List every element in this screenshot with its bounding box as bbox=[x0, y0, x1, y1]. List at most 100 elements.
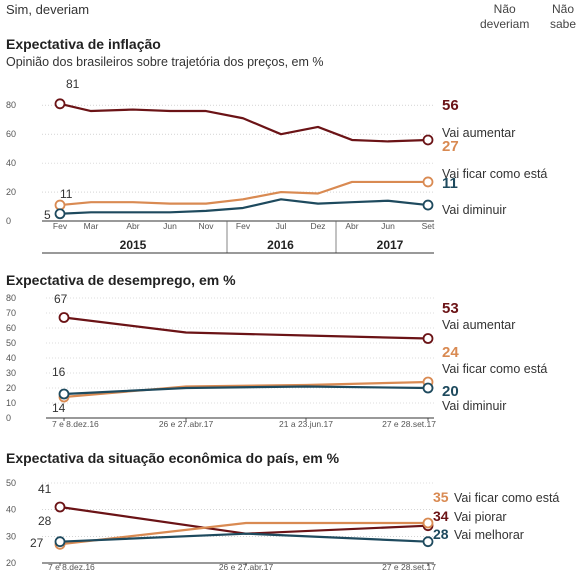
y-tick-label: 0 bbox=[6, 413, 11, 423]
series-line-diminuir bbox=[59, 532, 429, 543]
end-marker-diminuir bbox=[422, 536, 434, 548]
y-tick-label: 60 bbox=[6, 323, 16, 333]
series-line-ficar bbox=[59, 521, 428, 546]
x-tick-label: 21 a 23.jun.17 bbox=[279, 419, 333, 429]
x-tick-label: Nov bbox=[198, 221, 214, 231]
series-line-aumentar bbox=[59, 102, 429, 143]
x-tick-label: 7 e 8.dez.16 bbox=[52, 419, 99, 429]
y-tick-label: 60 bbox=[6, 129, 16, 139]
header-nao-sabe-line2: sabe bbox=[550, 17, 577, 31]
header-nao-sabe-line1: Não bbox=[552, 2, 575, 16]
end-label-aumentar: Vai aumentar bbox=[442, 318, 515, 332]
x-tick-label: 7 e 8.dez.16 bbox=[48, 562, 95, 572]
header-nao-deveriam-line2: deveriam bbox=[480, 17, 530, 31]
end-marker-aumentar bbox=[422, 134, 434, 146]
start-value-label: 28 bbox=[38, 514, 52, 528]
end-label-diminuir: Vai melhorar bbox=[454, 528, 524, 542]
end-marker-aumentar bbox=[422, 333, 434, 344]
start-marker-diminuir bbox=[54, 536, 66, 548]
start-value-label: 11 bbox=[60, 187, 73, 201]
start-value-label: 41 bbox=[38, 482, 52, 496]
series-line-ficar bbox=[59, 180, 428, 207]
series-line-aumentar bbox=[63, 316, 429, 340]
end-value-aumentar: 34 bbox=[433, 508, 449, 524]
chart2-title: Expectativa de desemprego, em % bbox=[6, 272, 236, 288]
y-tick-label: 80 bbox=[6, 293, 16, 303]
start-value-label: 81 bbox=[66, 77, 80, 91]
y-tick-label: 30 bbox=[6, 531, 16, 541]
end-value-aumentar: 53 bbox=[442, 300, 459, 317]
series-line-ficar bbox=[63, 380, 429, 399]
series-line-diminuir bbox=[63, 385, 429, 396]
end-marker-diminuir bbox=[422, 199, 434, 211]
end-value-ficar: 35 bbox=[433, 489, 449, 505]
x-tick-label: 26 e 27.abr.17 bbox=[219, 562, 274, 572]
end-value-diminuir: 28 bbox=[433, 526, 449, 542]
start-value-label: 5 bbox=[44, 208, 51, 222]
start-value-label: 67 bbox=[54, 292, 68, 306]
end-marker-diminuir bbox=[422, 382, 434, 394]
end-label-ficar: Vai ficar como está bbox=[442, 362, 547, 376]
end-marker-ficar bbox=[422, 176, 434, 188]
x-tick-label: Jul bbox=[276, 221, 287, 231]
end-value-diminuir: 20 bbox=[442, 383, 459, 400]
end-value-aumentar: 56 bbox=[442, 97, 459, 114]
chart1-title: Expectativa de inflação bbox=[6, 36, 161, 52]
x-tick-label: 27 e 28.set.17 bbox=[382, 562, 436, 572]
header-sim-deveriam: Sim, deveriam bbox=[6, 2, 90, 17]
end-label-diminuir: Vai diminuir bbox=[442, 203, 506, 217]
x-tick-label: Jun bbox=[381, 221, 395, 231]
end-label-ficar: Vai ficar como está bbox=[442, 167, 547, 181]
end-label-aumentar: Vai aumentar bbox=[442, 126, 515, 140]
end-label-aumentar: Vai piorar bbox=[454, 510, 507, 524]
start-marker-aumentar bbox=[58, 312, 70, 323]
start-value-label: 16 bbox=[52, 365, 66, 379]
x-tick-label: Set bbox=[422, 221, 435, 231]
y-tick-label: 70 bbox=[6, 308, 16, 318]
y-tick-label: 40 bbox=[6, 505, 16, 515]
start-value-label: 27 bbox=[30, 536, 44, 550]
start-marker-aumentar bbox=[54, 98, 66, 110]
series-line-aumentar bbox=[59, 505, 429, 535]
start-marker-diminuir bbox=[58, 388, 70, 400]
end-value-ficar: 27 bbox=[442, 138, 459, 155]
y-tick-label: 40 bbox=[6, 158, 16, 168]
y-tick-label: 10 bbox=[6, 398, 16, 408]
header-nao-sabe: Não sabe bbox=[550, 2, 576, 32]
y-tick-label: 50 bbox=[6, 338, 16, 348]
end-marker-ficar bbox=[422, 517, 434, 529]
y-tick-label: 20 bbox=[6, 187, 16, 197]
y-tick-label: 20 bbox=[6, 383, 16, 393]
end-value-diminuir: 11 bbox=[442, 175, 458, 192]
y-tick-label: 30 bbox=[6, 368, 16, 378]
y-tick-label: 20 bbox=[6, 558, 16, 568]
end-label-ficar: Vai ficar como está bbox=[454, 491, 559, 505]
y-tick-label: 0 bbox=[6, 216, 11, 226]
chart1-subtitle: Opinião dos brasileiros sobre trajetória… bbox=[6, 55, 324, 69]
start-marker-ficar bbox=[54, 199, 66, 211]
year-label: 2017 bbox=[377, 238, 404, 252]
end-label-diminuir: Vai diminuir bbox=[442, 399, 506, 413]
header-nao-deveriam: Não deveriam bbox=[480, 2, 529, 32]
x-tick-label: Mar bbox=[84, 221, 99, 231]
y-tick-label: 40 bbox=[6, 353, 16, 363]
start-value-label: 14 bbox=[52, 401, 66, 415]
x-tick-label: 26 e 27.abr.17 bbox=[159, 419, 214, 429]
series-line-diminuir bbox=[59, 198, 429, 215]
start-marker-aumentar bbox=[54, 501, 66, 513]
y-tick-label: 50 bbox=[6, 478, 16, 488]
start-marker-diminuir bbox=[54, 208, 66, 220]
header-nao-deveriam-line1: Não bbox=[493, 2, 516, 16]
x-tick-label: Abr bbox=[126, 221, 139, 231]
year-label: 2015 bbox=[120, 238, 147, 252]
x-tick-label: Fev bbox=[53, 221, 68, 231]
end-value-ficar: 24 bbox=[442, 344, 459, 361]
year-label: 2016 bbox=[267, 238, 294, 252]
x-tick-label: Jun bbox=[163, 221, 177, 231]
x-tick-label: Abr bbox=[345, 221, 358, 231]
x-tick-label: Fev bbox=[236, 221, 251, 231]
chart3-title: Expectativa da situação econômica do paí… bbox=[6, 450, 340, 466]
y-tick-label: 80 bbox=[6, 100, 16, 110]
x-tick-label: 27 e 28.set.17 bbox=[382, 419, 436, 429]
